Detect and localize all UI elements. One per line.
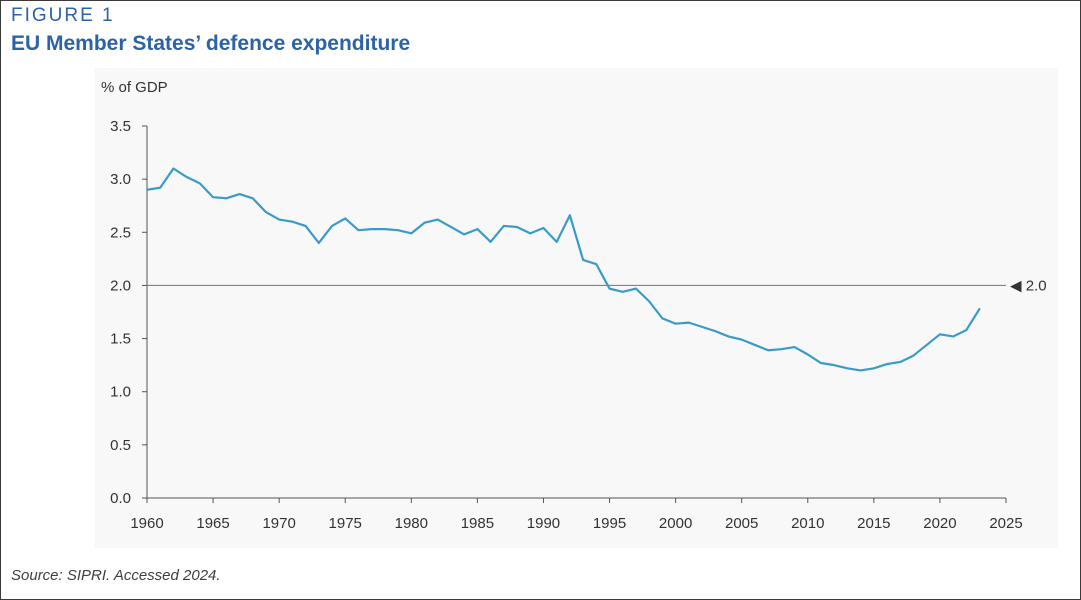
data-point bbox=[463, 233, 466, 236]
data-point bbox=[608, 287, 611, 290]
y-tick-label: 1.0 bbox=[110, 384, 131, 401]
x-tick-label: 2005 bbox=[725, 515, 758, 532]
data-point bbox=[925, 344, 928, 346]
data-point bbox=[859, 369, 862, 372]
x-tick-label: 2015 bbox=[857, 515, 890, 532]
data-point bbox=[331, 225, 333, 227]
x-tick-label: 1995 bbox=[593, 515, 626, 532]
data-point bbox=[529, 232, 532, 235]
x-tick-label: 1980 bbox=[395, 515, 428, 532]
data-point bbox=[555, 240, 558, 243]
data-point bbox=[238, 193, 241, 195]
series-line bbox=[146, 167, 981, 372]
x-tick-label: 2020 bbox=[923, 515, 956, 532]
x-tick-label: 2010 bbox=[791, 515, 824, 532]
data-point bbox=[701, 325, 703, 328]
x-tick-label: 1990 bbox=[527, 515, 560, 532]
data-point bbox=[872, 367, 875, 370]
data-point bbox=[185, 176, 188, 178]
data-point bbox=[978, 307, 981, 310]
x-tick-label: 1960 bbox=[130, 515, 163, 532]
data-point bbox=[172, 167, 175, 170]
data-point bbox=[291, 220, 294, 223]
data-point bbox=[687, 321, 690, 324]
data-point bbox=[727, 335, 730, 338]
data-point bbox=[370, 228, 373, 230]
data-point bbox=[886, 363, 888, 365]
data-point bbox=[939, 333, 941, 336]
data-point bbox=[410, 232, 413, 235]
data-point bbox=[502, 225, 505, 227]
data-point bbox=[423, 221, 426, 224]
y-tick-label: 2.5 bbox=[110, 224, 131, 241]
data-point bbox=[740, 338, 743, 341]
data-point bbox=[450, 226, 452, 228]
data-point bbox=[198, 182, 201, 185]
data-point bbox=[436, 218, 439, 221]
data-point bbox=[344, 217, 347, 220]
data-point bbox=[952, 335, 955, 338]
data-point bbox=[714, 330, 717, 333]
data-point bbox=[674, 322, 677, 325]
x-tick-label: 1965 bbox=[196, 515, 229, 532]
figure-title: EU Member States’ defence expenditure bbox=[11, 32, 411, 55]
data-point bbox=[648, 300, 651, 303]
data-point bbox=[912, 354, 915, 357]
data-point bbox=[225, 197, 228, 200]
data-point bbox=[793, 346, 796, 348]
y-tick-label: 0.5 bbox=[110, 437, 131, 454]
data-point bbox=[595, 263, 598, 266]
data-point bbox=[397, 229, 399, 232]
plot-background bbox=[95, 68, 1058, 548]
y-tick-label: 0.0 bbox=[110, 490, 131, 507]
data-point bbox=[542, 227, 545, 229]
figure-label: FIGURE 1 bbox=[11, 5, 115, 26]
data-point bbox=[780, 348, 783, 351]
data-point bbox=[317, 242, 320, 244]
y-tick-label: 1.5 bbox=[110, 331, 131, 348]
data-point bbox=[820, 362, 822, 364]
data-point bbox=[357, 229, 360, 232]
data-point bbox=[251, 197, 254, 200]
data-point bbox=[806, 353, 809, 356]
data-point bbox=[965, 329, 968, 331]
x-tick-label: 1970 bbox=[262, 515, 295, 532]
data-point bbox=[212, 196, 214, 199]
data-point bbox=[383, 228, 386, 230]
data-point bbox=[635, 287, 637, 290]
y-tick-label: 3.0 bbox=[110, 171, 131, 188]
x-tick-label: 2000 bbox=[659, 515, 692, 532]
reference-line-label: ◀ 2.0 bbox=[1010, 277, 1047, 294]
data-point bbox=[159, 186, 162, 189]
data-point bbox=[146, 188, 148, 191]
x-tick-label: 1975 bbox=[329, 515, 362, 532]
data-point bbox=[489, 240, 492, 243]
data-point bbox=[767, 349, 770, 352]
data-point bbox=[846, 367, 849, 370]
data-point bbox=[476, 228, 479, 230]
data-point bbox=[278, 218, 281, 221]
data-point bbox=[304, 225, 307, 227]
x-tick-label: 1985 bbox=[461, 515, 494, 532]
data-point bbox=[621, 290, 624, 293]
data-point bbox=[265, 211, 267, 213]
y-tick-label: 2.0 bbox=[110, 277, 131, 294]
data-point bbox=[754, 344, 756, 346]
data-point bbox=[568, 214, 571, 217]
y-tick-label: 3.5 bbox=[110, 118, 131, 135]
data-point bbox=[661, 317, 664, 320]
data-point bbox=[833, 364, 836, 367]
source-note: Source: SIPRI. Accessed 2024. bbox=[11, 567, 221, 584]
data-point bbox=[516, 226, 518, 228]
data-point bbox=[582, 259, 585, 261]
data-point bbox=[899, 361, 902, 363]
x-tick-label: 2025 bbox=[989, 515, 1022, 532]
y-axis-label: % of GDP bbox=[101, 79, 168, 96]
